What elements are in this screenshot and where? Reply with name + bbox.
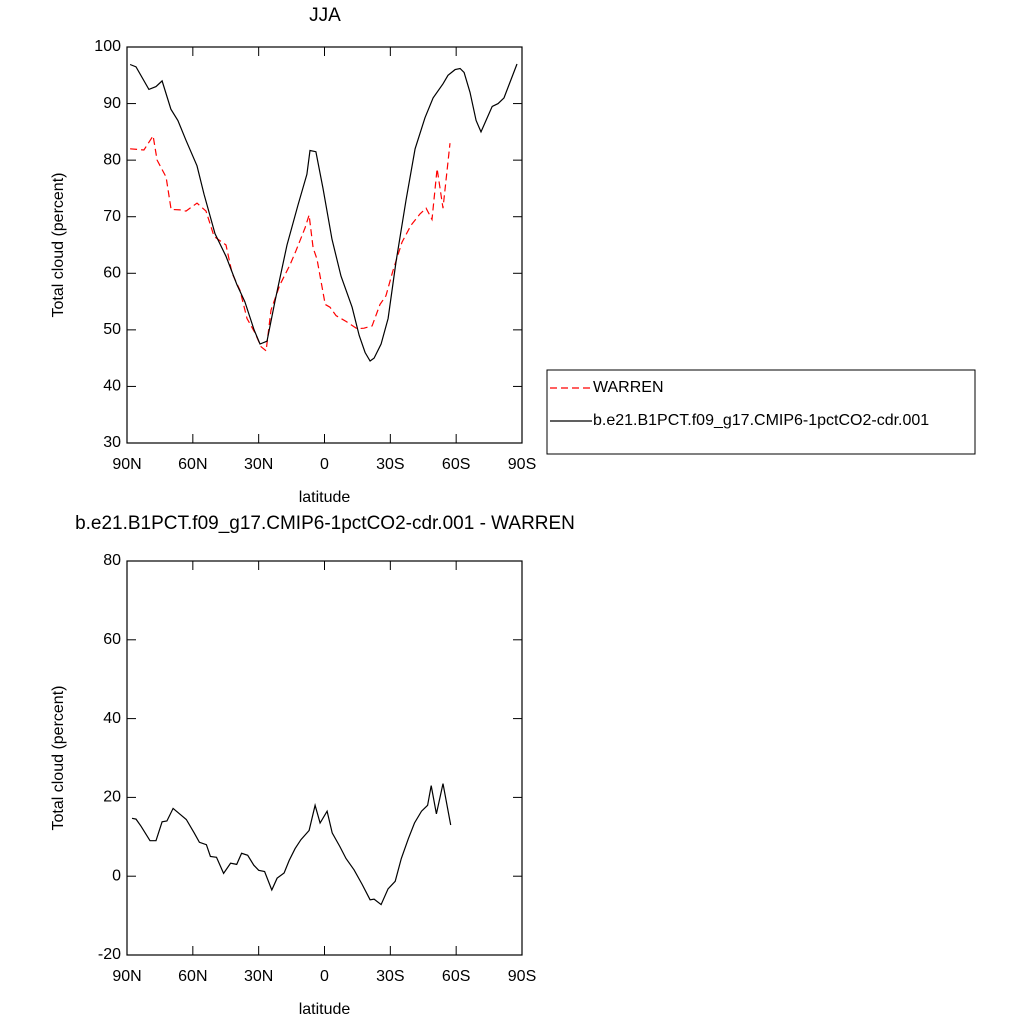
y-tick-label: 80 (103, 151, 121, 168)
x-tick-label: 60N (178, 456, 207, 473)
y-tick-label: 30 (103, 434, 121, 451)
legend-box (546, 369, 976, 455)
y-tick-label: 20 (103, 789, 121, 806)
data-line (129, 63, 518, 362)
y-tick-label: 40 (103, 710, 121, 727)
y-tick-label: 80 (103, 552, 121, 569)
x-axis-label: latitude (299, 489, 351, 506)
x-tick-label: 60N (178, 968, 207, 985)
y-tick-label: 100 (94, 38, 121, 55)
y-tick-label: 90 (103, 95, 121, 112)
y-tick-label: 70 (103, 208, 121, 225)
plot-frame (126, 46, 523, 444)
y-axis-label: Total cloud (percent) (50, 686, 67, 831)
plot-frame (126, 560, 523, 956)
x-tick-label: 90S (508, 456, 536, 473)
y-tick-label: 60 (103, 631, 121, 648)
x-tick-label: 90N (112, 456, 141, 473)
x-tick-label: 60S (442, 456, 470, 473)
y-axis-label: Total cloud (percent) (50, 173, 67, 318)
x-tick-label: 90S (508, 968, 536, 985)
x-tick-label: 90N (112, 968, 141, 985)
x-tick-label: 60S (442, 968, 470, 985)
x-tick-label: 30N (244, 968, 273, 985)
x-tick-label: 0 (320, 968, 329, 985)
y-tick-label: 0 (112, 867, 121, 884)
data-line (131, 783, 452, 906)
chart-title: b.e21.B1PCT.f09_g17.CMIP6-1pctCO2-cdr.00… (75, 513, 575, 534)
y-tick-label: 60 (103, 265, 121, 282)
x-tick-label: 30S (376, 968, 404, 985)
x-tick-label: 0 (320, 456, 329, 473)
chart-title: JJA (309, 5, 341, 26)
y-tick-label: -20 (98, 946, 121, 963)
legend-label: b.e21.B1PCT.f09_g17.CMIP6-1pctCO2-cdr.00… (593, 412, 929, 429)
x-axis-label: latitude (299, 1001, 351, 1018)
x-tick-label: 30S (376, 456, 404, 473)
y-tick-label: 50 (103, 321, 121, 338)
y-tick-label: 40 (103, 378, 121, 395)
legend-label: WARREN (593, 379, 664, 396)
x-tick-label: 30N (244, 456, 273, 473)
data-line (130, 134, 451, 352)
